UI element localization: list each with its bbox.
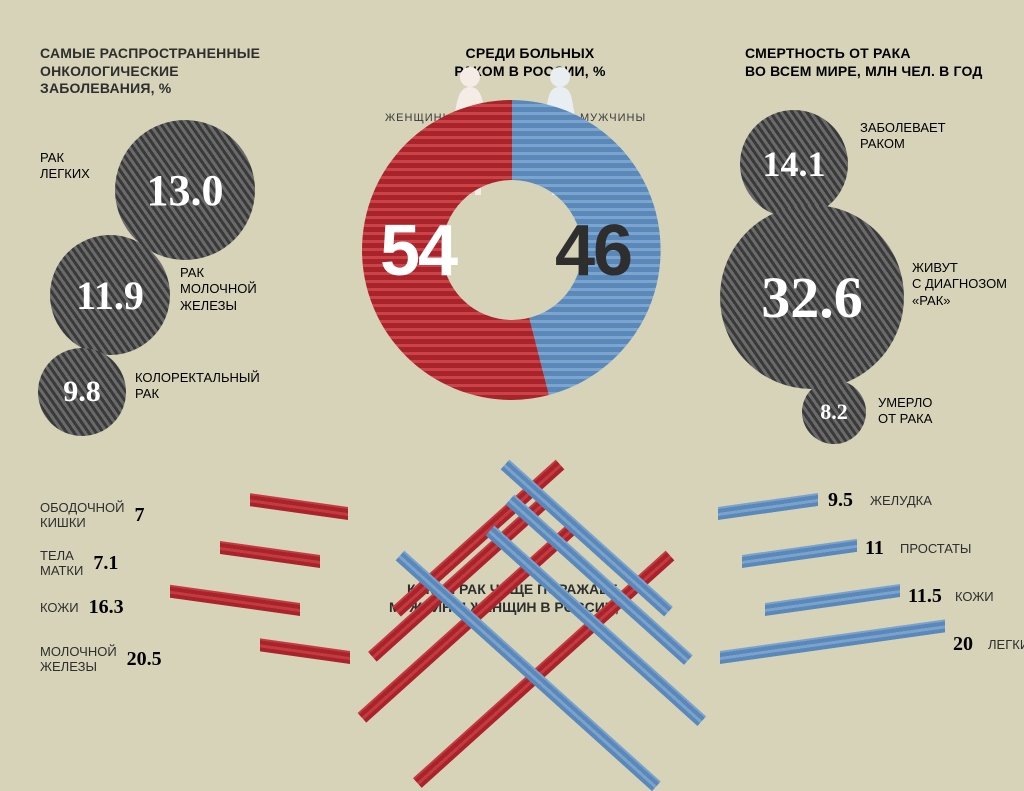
bubble-value: 8.2 (820, 399, 848, 425)
men-pct: 46 (555, 210, 631, 292)
bar-num: 16.3 (89, 596, 124, 619)
bubble-value: 14.1 (763, 143, 826, 185)
bubble-living-with: 32.6 (720, 205, 904, 389)
bubble-label-diagnosed: ЗАБОЛЕВАЕТРАКОМ (860, 120, 946, 153)
bar-lbl: КОЖИ (40, 600, 79, 615)
bar (720, 619, 945, 664)
bar (742, 539, 857, 568)
bar-lbl: ЛЕГКИХ (988, 637, 1024, 652)
bar-num: 11 (865, 537, 884, 560)
bar (718, 493, 818, 520)
bubble-breast-cancer: 11.9 (50, 235, 170, 355)
bar-lbl: КОЖИ (955, 589, 994, 604)
bubble-label-lung: РАКЛЕГКИХ (40, 150, 90, 183)
bubble-value: 13.0 (147, 165, 224, 216)
bar-num: 7 (134, 504, 144, 527)
bubble-deaths: 8.2 (802, 380, 866, 444)
bar (170, 585, 300, 616)
bar-lbl: МОЛОЧНОЙ ЖЕЛЕЗЫ (40, 644, 117, 674)
bubble-label-living: ЖИВУТС ДИАГНОЗОМ«РАК» (912, 260, 1007, 309)
bar (260, 638, 350, 664)
bar-num: 11.5 (908, 585, 942, 608)
bubble-diagnosed: 14.1 (740, 110, 848, 218)
bar-lbl: ЖЕЛУДКА (870, 493, 932, 508)
bubble-lung-cancer: 13.0 (115, 120, 255, 260)
bar-num: 20.5 (127, 648, 162, 671)
right-panel-title: СМЕРТНОСТЬ ОТ РАКАВО ВСЕМ МИРЕ, МЛН ЧЕЛ.… (745, 45, 983, 80)
bar-num: 20 (953, 633, 973, 656)
bubble-label-breast: РАКМОЛОЧНОЙЖЕЛЕЗЫ (180, 265, 257, 314)
bubble-value: 11.9 (76, 272, 144, 319)
bar (220, 541, 320, 568)
bubble-label-colorectal: КОЛОРЕКТАЛЬНЫЙРАК (135, 370, 260, 403)
bar (250, 493, 348, 520)
bar-lbl: ПРОСТАТЫ (900, 541, 971, 556)
women-pct: 54 (380, 210, 456, 292)
left-panel-title: САМЫЕ РАСПРОСТРАНЕННЫЕОНКОЛОГИЧЕСКИЕЗАБО… (40, 45, 260, 98)
bar (765, 584, 900, 616)
bar-num: 7.1 (93, 552, 118, 575)
bubble-value: 9.8 (63, 375, 101, 409)
bubble-value: 32.6 (761, 264, 863, 331)
bubble-colorectal: 9.8 (38, 348, 126, 436)
bar-lbl: ОБОДОЧНОЙ КИШКИ (40, 500, 124, 530)
bar-num: 9.5 (828, 489, 853, 512)
bubble-label-deaths: УМЕРЛООТ РАКА (878, 395, 932, 428)
bar-lbl: ТЕЛА МАТКИ (40, 548, 83, 578)
